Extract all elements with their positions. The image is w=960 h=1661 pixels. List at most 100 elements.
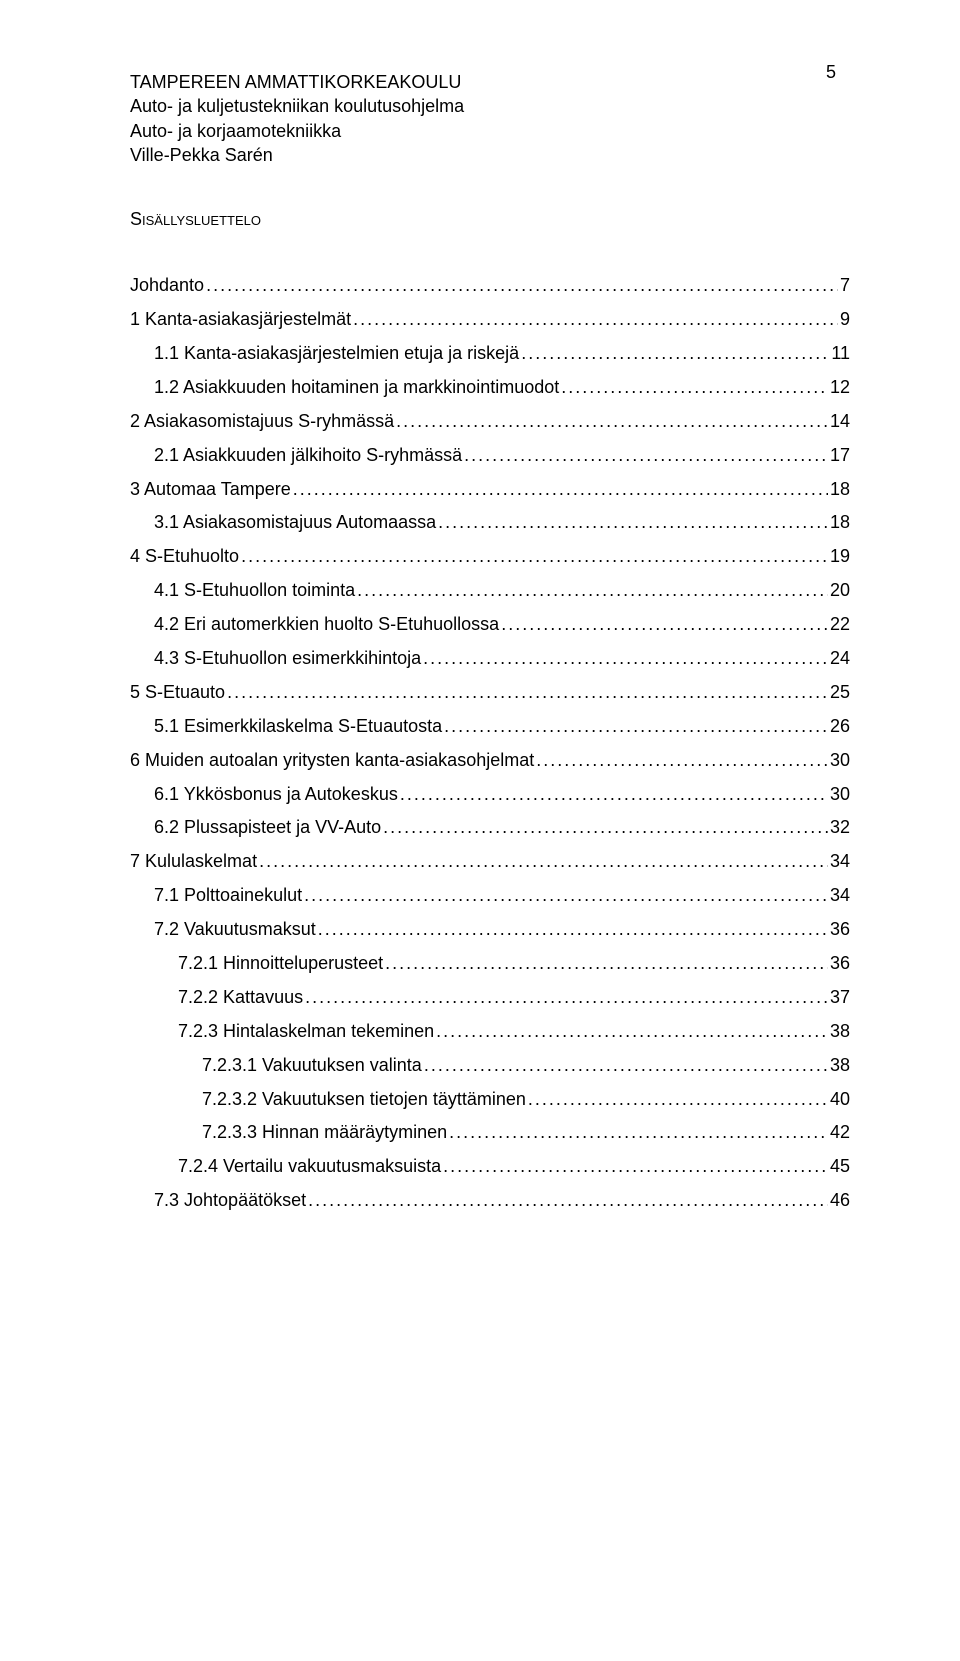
toc-entry-label: 7.2.4 Vertailu vakuutusmaksuista: [178, 1153, 441, 1181]
toc-row: 5.1 Esimerkkilaskelma S-Etuautosta 26: [130, 713, 850, 741]
toc-entry-label: 2.1 Asiakkuuden jälkihoito S-ryhmässä: [154, 442, 462, 470]
toc-row: 7.2.3.3 Hinnan määräytyminen 42: [130, 1119, 850, 1147]
toc-row: 7.1 Polttoainekulut 34: [130, 882, 850, 910]
toc-entry-page: 38: [830, 1018, 850, 1046]
toc-entry-label: 7.2.3.2 Vakuutuksen tietojen täyttäminen: [202, 1086, 526, 1114]
toc-entry-page: 22: [830, 611, 850, 639]
toc-row: 4.3 S-Etuhuollon esimerkkihintoja 24: [130, 645, 850, 673]
toc-row: 7 Kululaskelmat34: [130, 848, 850, 876]
toc-row: 3 Automaa Tampere18: [130, 476, 850, 504]
toc-dot-leader: [449, 1119, 828, 1147]
toc-dot-leader: [501, 611, 828, 639]
toc-dot-leader: [241, 543, 828, 571]
toc-dot-leader: [293, 476, 828, 504]
toc-entry-page: 25: [830, 679, 850, 707]
toc-entry-label: 1.2 Asiakkuuden hoitaminen ja markkinoin…: [154, 374, 559, 402]
toc-title: Sisällysluettelo: [130, 209, 850, 230]
toc-dot-leader: [206, 272, 838, 300]
toc-row: 6.1 Ykkösbonus ja Autokeskus 30: [130, 781, 850, 809]
toc-entry-page: 42: [830, 1119, 850, 1147]
toc-row: 4.1 S-Etuhuollon toiminta 20: [130, 577, 850, 605]
toc-dot-leader: [308, 1187, 828, 1215]
toc-entry-label: 7.2.1 Hinnoitteluperusteet: [178, 950, 383, 978]
toc-entry-label: 4 S-Etuhuolto: [130, 543, 239, 571]
toc-dot-leader: [464, 442, 828, 470]
toc-dot-leader: [521, 340, 829, 368]
toc-entry-page: 34: [830, 882, 850, 910]
toc-entry-page: 30: [830, 747, 850, 775]
toc-row: 6.2 Plussapisteet ja VV-Auto32: [130, 814, 850, 842]
toc-row: 1 Kanta-asiakasjärjestelmät9: [130, 306, 850, 334]
toc-entry-page: 7: [840, 272, 850, 300]
toc-entry-label: 7.1 Polttoainekulut: [154, 882, 302, 910]
toc-entry-page: 20: [830, 577, 850, 605]
toc-entry-label: 7.2.3.3 Hinnan määräytyminen: [202, 1119, 447, 1147]
toc-row: 7.2.3.1 Vakuutuksen valinta38: [130, 1052, 850, 1080]
toc-entry-page: 24: [830, 645, 850, 673]
toc-dot-leader: [400, 781, 828, 809]
toc-dot-leader: [305, 984, 828, 1012]
toc-dot-leader: [318, 916, 828, 944]
toc-entry-label: Johdanto: [130, 272, 204, 300]
toc-entry-page: 11: [831, 340, 850, 368]
toc-dot-leader: [396, 408, 828, 436]
toc-row: 7.2.3.2 Vakuutuksen tietojen täyttäminen…: [130, 1086, 850, 1114]
toc-entry-page: 38: [830, 1052, 850, 1080]
toc-row: 2.1 Asiakkuuden jälkihoito S-ryhmässä 17: [130, 442, 850, 470]
toc-entry-page: 26: [830, 713, 850, 741]
toc-entry-page: 45: [830, 1153, 850, 1181]
toc-row: Johdanto 7: [130, 272, 850, 300]
toc-entry-page: 14: [830, 408, 850, 436]
toc-dot-leader: [353, 306, 838, 334]
toc-entry-label: 4.2 Eri automerkkien huolto S-Etuhuollos…: [154, 611, 499, 639]
toc-dot-leader: [443, 1153, 828, 1181]
toc-entry-label: 6.1 Ykkösbonus ja Autokeskus: [154, 781, 398, 809]
document-header: TAMPEREEN AMMATTIKORKEAKOULU Auto- ja ku…: [130, 70, 850, 167]
toc-entry-label: 4.1 S-Etuhuollon toiminta: [154, 577, 355, 605]
toc-row: 7.2.2 Kattavuus37: [130, 984, 850, 1012]
toc-entry-label: 5.1 Esimerkkilaskelma S-Etuautosta: [154, 713, 442, 741]
toc-dot-leader: [259, 848, 828, 876]
toc-entry-page: 12: [830, 374, 850, 402]
toc-entry-page: 36: [830, 950, 850, 978]
toc-row: 6 Muiden autoalan yritysten kanta-asiaka…: [130, 747, 850, 775]
toc-entry-label: 6 Muiden autoalan yritysten kanta-asiaka…: [130, 747, 534, 775]
toc-row: 2 Asiakasomistajuus S-ryhmässä 14: [130, 408, 850, 436]
table-of-contents: Johdanto 7 1 Kanta-asiakasjärjestelmät9 1.1…: [130, 272, 850, 1215]
toc-entry-page: 34: [830, 848, 850, 876]
toc-row: 5 S-Etuauto25: [130, 679, 850, 707]
toc-row: 1.1 Kanta-asiakasjärjestelmien etuja ja …: [130, 340, 850, 368]
toc-dot-leader: [561, 374, 828, 402]
toc-dot-leader: [423, 645, 828, 673]
header-line-author: Ville-Pekka Sarén: [130, 143, 850, 167]
toc-entry-label: 4.3 S-Etuhuollon esimerkkihintoja: [154, 645, 421, 673]
toc-entry-label: 6.2 Plussapisteet ja VV-Auto: [154, 814, 381, 842]
toc-row: 4.2 Eri automerkkien huolto S-Etuhuollos…: [130, 611, 850, 639]
toc-entry-label: 1.1 Kanta-asiakasjärjestelmien etuja ja …: [154, 340, 519, 368]
toc-entry-page: 40: [830, 1086, 850, 1114]
toc-dot-leader: [227, 679, 828, 707]
page-number: 5: [826, 62, 836, 83]
toc-entry-label: 7.2.2 Kattavuus: [178, 984, 303, 1012]
toc-row: 4 S-Etuhuolto19: [130, 543, 850, 571]
toc-row: 7.2.1 Hinnoitteluperusteet 36: [130, 950, 850, 978]
toc-entry-page: 17: [830, 442, 850, 470]
header-line-subject: Auto- ja korjaamotekniikka: [130, 119, 850, 143]
toc-row: 1.2 Asiakkuuden hoitaminen ja markkinoin…: [130, 374, 850, 402]
toc-dot-leader: [444, 713, 828, 741]
header-line-institution: TAMPEREEN AMMATTIKORKEAKOULU: [130, 70, 850, 94]
toc-dot-leader: [424, 1052, 828, 1080]
toc-entry-label: 3.1 Asiakasomistajuus Automaassa: [154, 509, 436, 537]
toc-entry-label: 1 Kanta-asiakasjärjestelmät: [130, 306, 351, 334]
toc-dot-leader: [385, 950, 828, 978]
toc-entry-label: 2 Asiakasomistajuus S-ryhmässä: [130, 408, 394, 436]
toc-dot-leader: [436, 1018, 828, 1046]
toc-entry-page: 46: [830, 1187, 850, 1215]
toc-entry-label: 3 Automaa Tampere: [130, 476, 291, 504]
toc-dot-leader: [438, 509, 828, 537]
toc-dot-leader: [528, 1086, 828, 1114]
toc-dot-leader: [383, 814, 828, 842]
toc-entry-page: 30: [830, 781, 850, 809]
toc-dot-leader: [536, 747, 828, 775]
toc-row: 7.2 Vakuutusmaksut36: [130, 916, 850, 944]
